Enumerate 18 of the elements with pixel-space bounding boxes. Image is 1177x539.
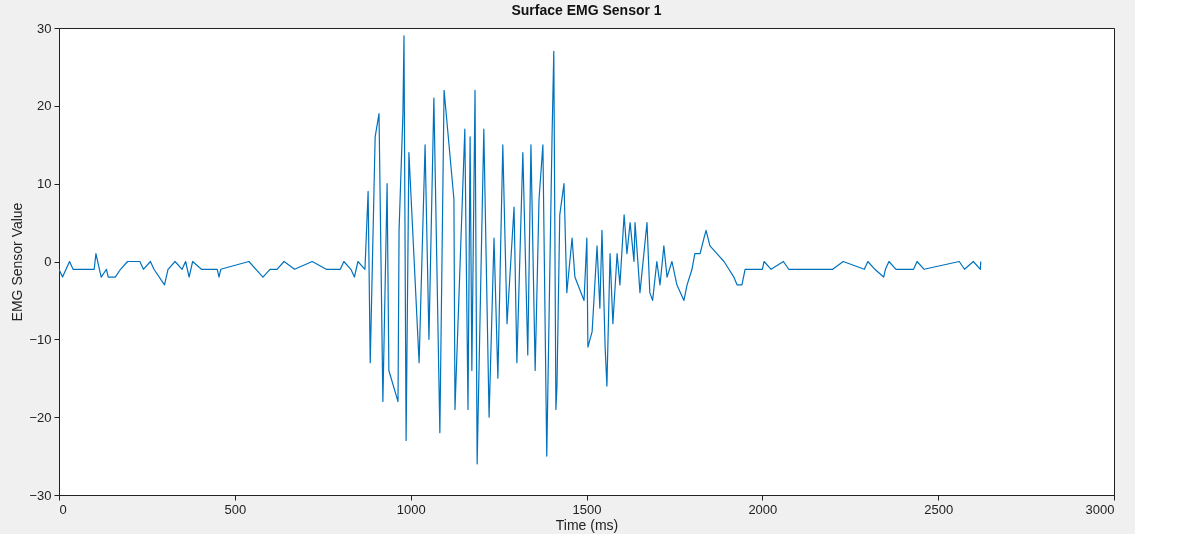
x-tick-label: 0 <box>59 501 67 517</box>
x-tick-label: 1500 <box>572 501 602 517</box>
chart-title: Surface EMG Sensor 1 <box>511 2 662 18</box>
y-axis-title: EMG Sensor Value <box>9 202 26 322</box>
y-tick-label: −20 <box>29 409 52 425</box>
x-tick-label: 2000 <box>748 501 778 517</box>
y-tick-label: 20 <box>37 98 52 114</box>
y-tick-label: −30 <box>29 487 52 503</box>
x-tick-label: 2500 <box>924 501 954 517</box>
y-tick-label: −10 <box>29 331 52 347</box>
x-tick-label: 3000 <box>1085 501 1115 517</box>
x-axis-title: Time (ms) <box>555 516 619 533</box>
y-tick-label: 30 <box>37 20 52 36</box>
y-tick-label: 10 <box>37 176 52 192</box>
y-tick-label: 0 <box>44 254 52 269</box>
x-tick-label: 1000 <box>396 501 426 517</box>
line-series <box>59 35 982 465</box>
x-tick-label: 500 <box>224 501 247 517</box>
